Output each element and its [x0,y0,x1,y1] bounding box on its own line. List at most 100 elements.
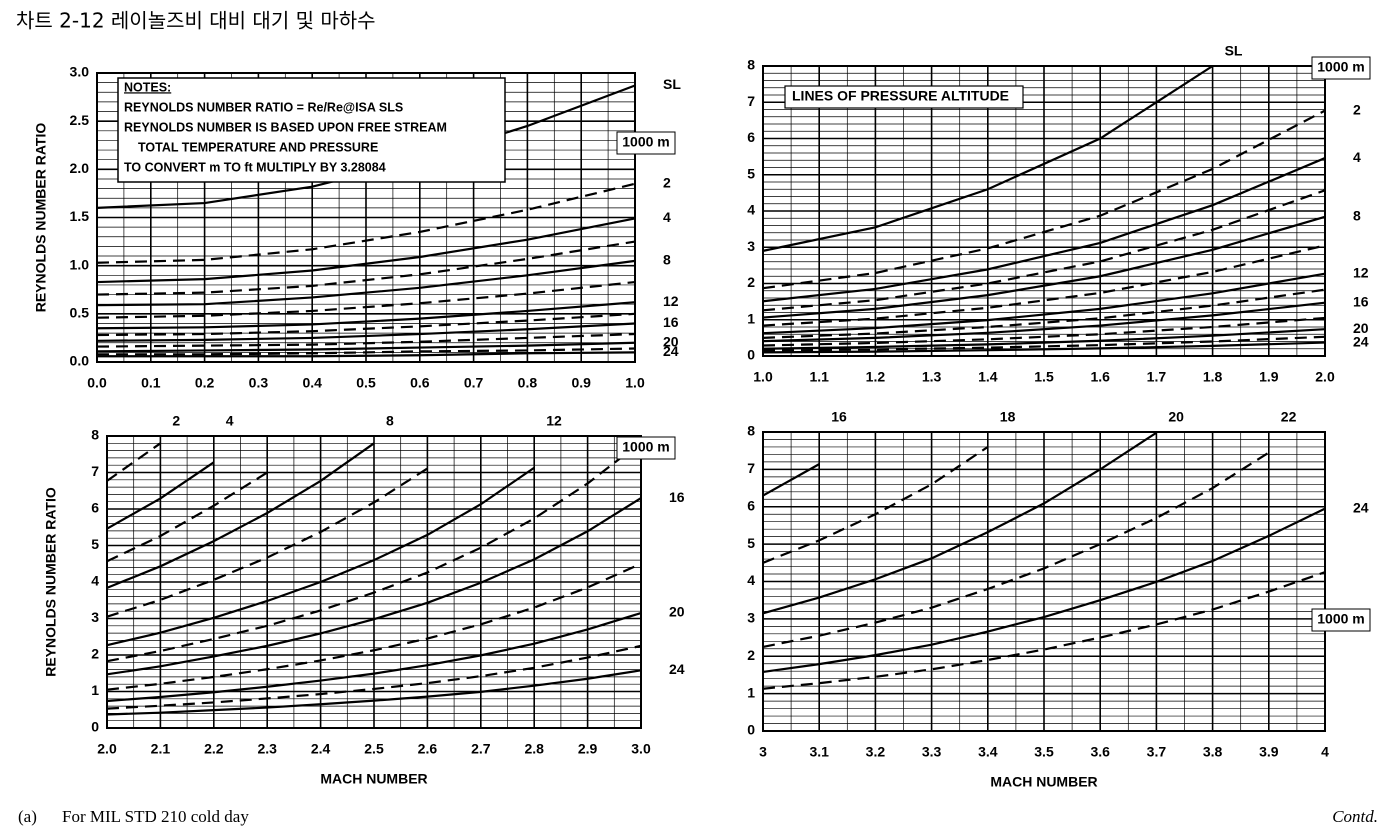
series-label: SL [663,76,681,92]
series-line [762,215,1326,319]
series-line [106,471,268,563]
x-tick-label: 1.6 [1090,369,1110,385]
x-tick-label: 3.0 [631,741,651,757]
series-line [762,272,1326,335]
x-axis-label: MACH NUMBER [990,774,1097,790]
series-line [106,669,642,716]
series-line [762,507,1326,674]
series-label: 8 [663,252,671,268]
y-tick-label: 7 [747,460,755,476]
x-tick-label: 0.2 [195,375,215,391]
x-tick-label: 0.4 [302,375,322,391]
y-tick-label: 5 [91,536,99,552]
x-tick-label: 2.4 [311,741,331,757]
series-line [96,182,636,264]
y-tick-label: 0.0 [70,353,90,369]
series-line [762,341,1326,354]
series-label: 16 [663,314,679,330]
y-tick-label: 1 [747,310,755,326]
y-tick-label: 3 [747,238,755,254]
y-tick-label: 2 [747,647,755,663]
x-tick-label: 2.3 [257,741,277,757]
series-label: 24 [1353,333,1369,349]
series-label: 20 [1168,409,1184,425]
y-tick-label: 4 [747,572,755,588]
series-label: 4 [663,209,671,225]
series-label: 8 [386,413,394,429]
unit-label: 1000 m [622,134,669,150]
page-title: 차트 2-12 레이놀즈비 대비 대기 및 마하수 [16,9,376,33]
series-line [96,322,636,342]
annotation: LINES OF PRESSURE ALTITUDE [792,88,1009,104]
series-line [762,451,1270,648]
series-line [96,332,636,348]
series-line [762,301,1326,343]
plot-frame [96,72,636,363]
y-tick-label: 6 [91,500,99,516]
plot-frame [106,435,642,729]
y-tick-label: 7 [747,93,755,109]
x-tick-label: 3.3 [922,744,942,760]
x-tick-label: 2.0 [97,741,117,757]
y-tick-label: 6 [747,129,755,145]
series-label: 18 [1000,409,1016,425]
y-tick-label: 8 [91,427,99,443]
x-tick-label: 2.8 [524,741,544,757]
y-axis-label: REYNOLDS NUMBER RATIO [33,123,49,313]
series-label: SL [1225,43,1243,59]
series-line [97,347,636,356]
series-label: 4 [1353,149,1361,165]
unit-label: 1000 m [622,439,669,455]
caption-label: (a) [18,807,37,826]
series-line [96,217,636,284]
note-line: TOTAL TEMPERATURE AND PRESSURE [138,140,378,154]
x-tick-label: 0.8 [518,375,538,391]
x-tick-label: 2.5 [364,741,384,757]
x-tick-label: 0.3 [249,375,269,391]
series-label: 2 [663,174,671,190]
x-tick-label: 1.4 [978,369,998,385]
note-line: TO CONVERT m TO ft MULTIPLY BY 3.28084 [124,160,386,174]
x-tick-label: 1.1 [809,369,829,385]
series-line [96,341,636,353]
x-tick-label: 1.5 [1034,369,1054,385]
note-line: REYNOLDS NUMBER IS BASED UPON FREE STREA… [124,120,447,134]
series-label: 2 [172,413,180,429]
series-line [762,571,1326,690]
series-label: 12 [1353,264,1369,280]
unit-label: 1000 m [1317,611,1364,627]
series-line [762,189,1326,312]
caption-note: Contd. [1332,807,1378,826]
series-label: 24 [669,661,685,677]
series-label: 8 [1353,208,1361,224]
x-tick-label: 2.7 [471,741,491,757]
plot-frame [762,65,1326,357]
plot-frame [762,431,1326,732]
x-tick-label: 1.8 [1203,369,1223,385]
x-tick-label: 1.3 [922,369,942,385]
x-tick-label: 3.6 [1090,744,1110,760]
x-tick-label: 1.2 [866,369,886,385]
series-label: 20 [1353,320,1369,336]
y-tick-label: 5 [747,165,755,181]
y-tick-label: 1.5 [70,208,90,224]
note-line: REYNOLDS NUMBER RATIO = Re/Re@ISA SLS [124,100,403,114]
unit-box [1311,56,1371,80]
series-line [106,562,642,691]
x-tick-label: 3.7 [1147,744,1167,760]
caption-text: For MIL STD 210 cold day [62,807,249,826]
x-tick-label: 1.0 [625,375,645,391]
x-tick-label: 3.2 [866,744,886,760]
series-line [96,240,636,296]
chart: 0.0 0.5 1.0 1.5 2.0 2.5 3.0 0.0 0.1 0.2 0.3 0.4 0.5 0… [33,64,682,391]
y-tick-label: 1.0 [70,256,90,272]
series-line [762,109,1326,290]
series-label: 2 [1353,101,1361,117]
series-line [106,467,428,618]
x-tick-label: 3.1 [809,744,829,760]
x-tick-label: 3 [759,744,767,760]
y-tick-label: 7 [91,463,99,479]
x-tick-label: 1.9 [1259,369,1279,385]
y-tick-label: 2.5 [70,112,90,128]
x-tick-label: 0.1 [141,375,161,391]
